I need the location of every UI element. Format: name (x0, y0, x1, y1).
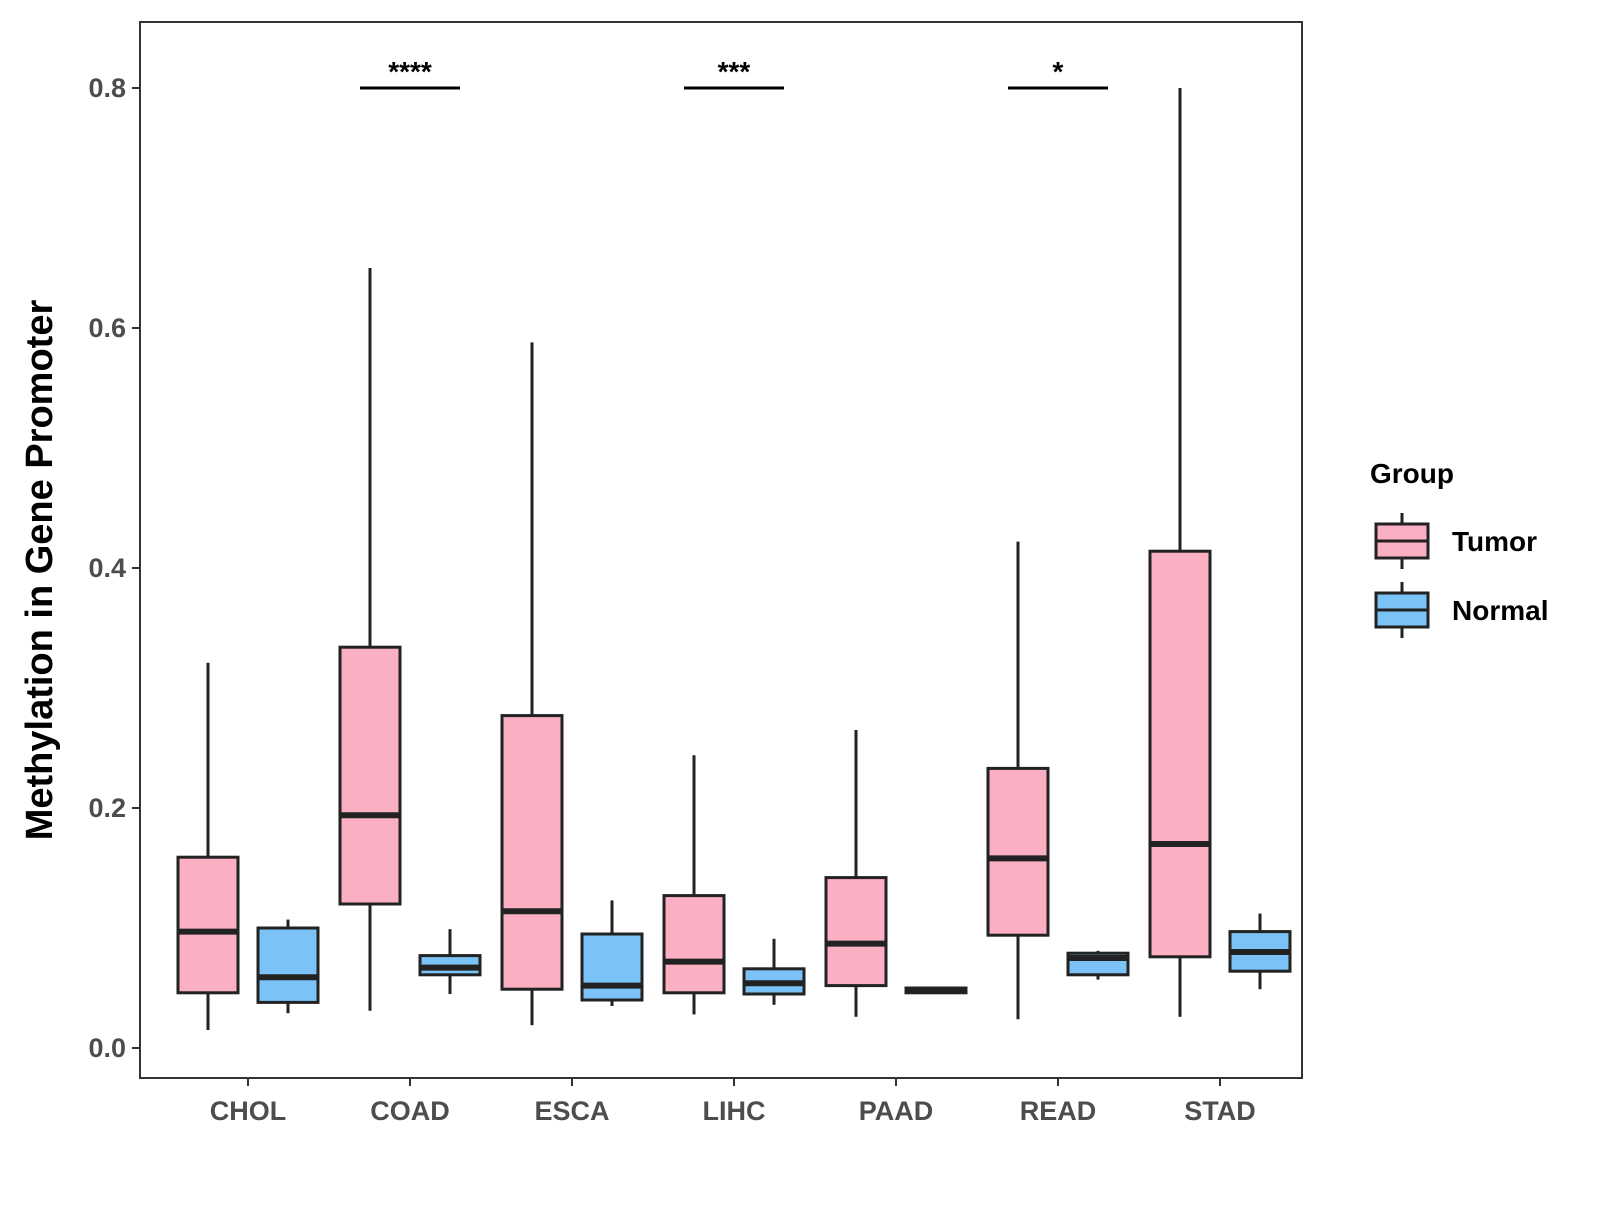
legend-item-normal: Normal (1374, 582, 1548, 638)
legend-title: Group (1370, 458, 1454, 489)
significance-label: *** (718, 56, 751, 87)
legend: Group Tumor Normal (1370, 458, 1548, 638)
box-body (1148, 549, 1212, 959)
x-tick-label-stad: STAD (1184, 1096, 1256, 1126)
x-tick-label-chol: CHOL (210, 1096, 287, 1126)
box-tumor-coad (338, 268, 402, 1011)
box-normal-stad (1228, 913, 1292, 990)
box-body (176, 855, 240, 995)
y-axis: 0.0 0.2 0.4 0.6 0.8 (88, 73, 140, 1063)
x-tick-label-read: READ (1020, 1096, 1097, 1126)
y-tick-label: 0.8 (88, 73, 126, 103)
box-body (662, 894, 726, 995)
box-tumor-chol (176, 662, 240, 1030)
box-body (986, 766, 1050, 937)
box-normal-read (1066, 950, 1130, 980)
legend-label: Normal (1452, 595, 1548, 626)
box-normal-chol (256, 919, 320, 1014)
box-normal-esca (580, 900, 644, 1006)
box-body (256, 926, 320, 1004)
significance-label: **** (388, 56, 432, 87)
significance-annotations: **** *** * (360, 56, 1108, 90)
y-axis-title: Methylation in Gene Promoter (19, 300, 61, 841)
y-tick-label: 0.6 (88, 313, 126, 343)
box-tumor-read (986, 541, 1050, 1020)
box-tumor-paad (824, 730, 888, 1017)
boxes (176, 88, 1292, 1030)
significance-label: * (1053, 56, 1064, 87)
legend-label: Tumor (1452, 526, 1537, 557)
x-tick-label-paad: PAAD (859, 1096, 934, 1126)
box-tumor-lihc (662, 755, 726, 1015)
box-body (580, 932, 644, 1002)
box-normal-lihc (742, 938, 806, 1005)
box-body (338, 645, 402, 906)
y-tick-label: 0.2 (88, 793, 126, 823)
legend-item-tumor: Tumor (1374, 513, 1537, 569)
x-tick-label-esca: ESCA (534, 1096, 609, 1126)
x-tick-label-coad: COAD (370, 1096, 450, 1126)
x-axis: CHOL COAD ESCA LIHC PAAD READ STAD (210, 1078, 1256, 1126)
box-normal-paad (904, 986, 968, 995)
x-tick-label-lihc: LIHC (703, 1096, 766, 1126)
box-normal-coad (418, 929, 482, 994)
box-tumor-esca (500, 342, 564, 1026)
box-body (500, 714, 564, 991)
y-tick-label: 0.4 (88, 553, 126, 583)
y-tick-label: 0.0 (88, 1033, 126, 1063)
box-body (824, 876, 888, 988)
box-tumor-stad (1148, 88, 1212, 1017)
